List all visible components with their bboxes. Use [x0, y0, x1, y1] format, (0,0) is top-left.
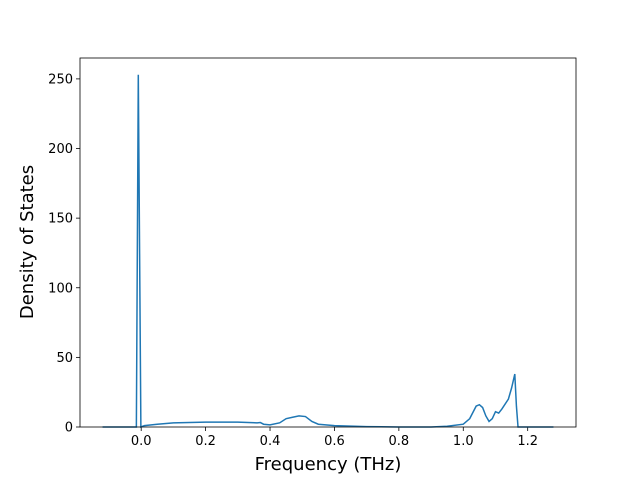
- x-tick-label: 0.2: [195, 434, 216, 449]
- y-tick-label: 150: [48, 212, 73, 227]
- x-tick-label: 0.8: [389, 434, 410, 449]
- dos-line: [102, 74, 554, 429]
- y-axis-label: Density of States: [17, 165, 38, 319]
- x-tick-label: 0.4: [260, 434, 281, 449]
- y-tick-label: 100: [48, 281, 73, 296]
- x-tick-label: 1.2: [517, 434, 538, 449]
- x-axis-label: Frequency (THz): [255, 454, 402, 475]
- axes-frame: [79, 57, 577, 428]
- y-tick-label: 50: [56, 351, 73, 366]
- y-tick-label: 0: [65, 421, 73, 436]
- x-tick-label: 1.0: [453, 434, 474, 449]
- x-tick-label: 0.6: [324, 434, 345, 449]
- y-tick-label: 200: [48, 142, 73, 157]
- x-tick-label: 0.0: [131, 434, 152, 449]
- y-tick-label: 250: [48, 72, 73, 87]
